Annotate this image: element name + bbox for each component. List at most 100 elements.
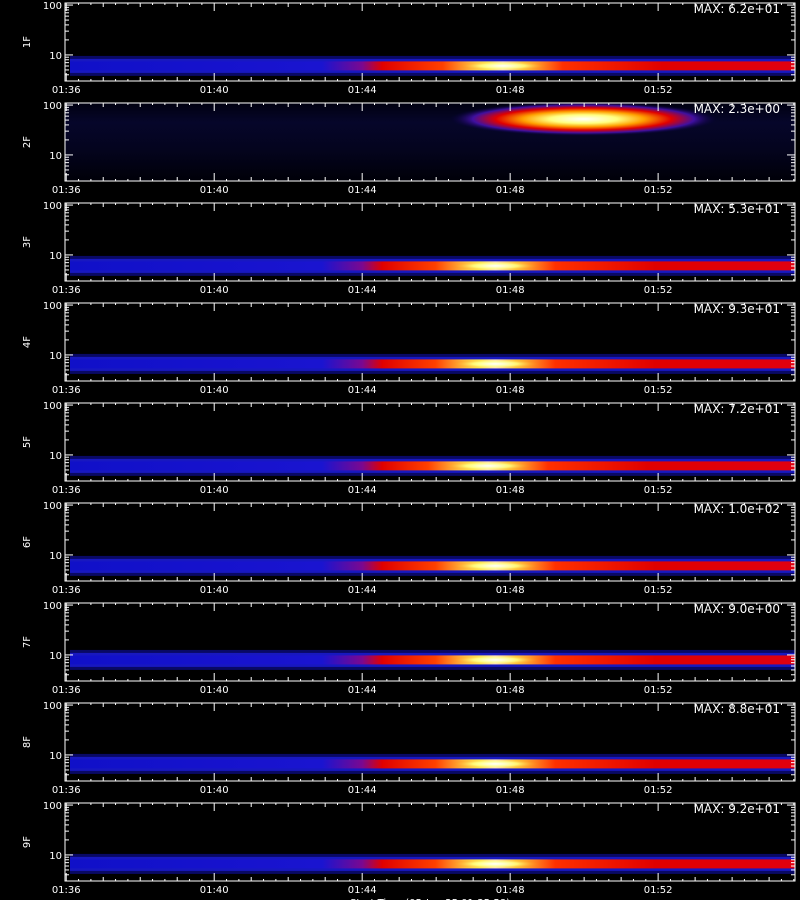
x-tick-label: 01:36 [52, 585, 81, 596]
x-tick-label: 01:36 [52, 685, 81, 696]
peak-core [450, 758, 541, 769]
x-tick-label: 01:44 [348, 585, 377, 596]
x-tick-label: 01:40 [200, 685, 229, 696]
max-label: MAX: 7.2e+01 [694, 402, 780, 416]
y-axis-title: 6F [22, 536, 33, 548]
max-label: MAX: 5.3e+01 [694, 202, 780, 216]
x-tick-label: 01:52 [644, 685, 673, 696]
max-label: MAX: 8.8e+01 [694, 702, 780, 716]
y-axis-title: 2F [22, 136, 33, 148]
plot-area [65, 103, 795, 181]
x-tick-label: 01:40 [200, 185, 229, 196]
plot-area [70, 753, 795, 774]
y-axis-title: 3F [22, 236, 33, 248]
x-tick-label: 01:36 [52, 485, 81, 496]
x-tick-label: 01:44 [348, 785, 377, 796]
y-tick-label: 10 [49, 551, 62, 562]
peak-core [450, 560, 541, 571]
x-tick-label: 01:48 [496, 285, 525, 296]
burst-blob [448, 103, 719, 137]
max-label: MAX: 9.2e+01 [694, 802, 780, 816]
plot-frame [64, 702, 796, 782]
y-tick-label: 100 [43, 401, 62, 412]
x-tick-label: 01:40 [200, 485, 229, 496]
emission-band [70, 359, 795, 369]
x-tick-label: 01:40 [200, 385, 229, 396]
emission-band [70, 859, 795, 869]
x-tick-label: 01:44 [348, 485, 377, 496]
x-tick-label: 01:44 [348, 885, 377, 896]
plot-area [70, 555, 795, 576]
plot-frame [64, 302, 796, 382]
x-tick-label: 01:52 [644, 485, 673, 496]
plot-frame [64, 802, 796, 882]
peak-core [450, 260, 541, 271]
x-tick-label: 01:48 [496, 685, 525, 696]
x-tick-label: 01:52 [644, 785, 673, 796]
peak-core [442, 460, 533, 471]
y-tick-label: 10 [49, 451, 62, 462]
panel-1f: 100 10 01:36 01:40 01:44 01:48 01:52 1F MAX: 6.2… [22, 1, 796, 96]
max-label: MAX: 9.0e+00 [694, 602, 780, 616]
panel-8f: 100 10 01:36 01:40 01:44 01:48 01:52 8F MAX: 8.8… [22, 701, 796, 796]
panel-5f: 100 10 01:36 01:40 01:44 01:48 01:52 5F MAX: 7.2… [22, 401, 796, 496]
y-tick-label: 100 [43, 601, 62, 612]
peak-core [450, 358, 541, 369]
y-tick-label: 100 [43, 801, 62, 812]
panel-3f: 100 10 01:36 01:40 01:44 01:48 01:52 3F MAX: 5.3… [22, 201, 796, 296]
x-tick-label: 01:40 [200, 85, 229, 96]
peak-core [457, 60, 548, 71]
x-axis-footer: Start Time (05-Jun-25 01:35:58) [350, 898, 510, 900]
panel-9f: 100 10 01:36 01:40 01:44 01:48 01:52 9F MAX: 9.2… [22, 801, 796, 896]
x-tick-label: 01:48 [496, 485, 525, 496]
x-tick-label: 01:40 [200, 785, 229, 796]
x-tick-label: 01:36 [52, 385, 81, 396]
max-label: MAX: 9.3e+01 [694, 302, 780, 316]
y-tick-label: 10 [49, 651, 62, 662]
plot-area [70, 353, 795, 374]
emission-band [70, 461, 795, 471]
x-tick-label: 01:52 [644, 885, 673, 896]
x-tick-label: 01:48 [496, 885, 525, 896]
x-tick-label: 01:40 [200, 585, 229, 596]
y-tick-label: 100 [43, 301, 62, 312]
panel-4f: 100 10 01:36 01:40 01:44 01:48 01:52 4F MAX: 9.3… [22, 301, 796, 396]
y-tick-label: 10 [49, 251, 62, 262]
x-tick-label: 01:36 [52, 185, 81, 196]
y-axis-title: 8F [22, 736, 33, 748]
plot-frame [64, 202, 796, 282]
panel-2f: 100 10 01:36 01:40 01:44 01:48 01:52 2F MAX: 2.3… [22, 101, 796, 196]
x-tick-label: 01:52 [644, 85, 673, 96]
y-axis-title: 4F [22, 336, 33, 348]
y-axis-title: 9F [22, 836, 33, 848]
max-label: MAX: 2.3e+00 [694, 102, 780, 116]
plot-area [70, 455, 795, 476]
x-tick-label: 01:48 [496, 585, 525, 596]
x-tick-label: 01:44 [348, 85, 377, 96]
y-tick-label: 10 [49, 851, 62, 862]
x-tick-label: 01:52 [644, 585, 673, 596]
emission-band [70, 655, 795, 665]
plot-area [70, 55, 795, 76]
x-tick-label: 01:48 [496, 385, 525, 396]
x-tick-label: 01:44 [348, 185, 377, 196]
plot-area [70, 853, 795, 874]
x-tick-label: 01:48 [496, 185, 525, 196]
y-tick-label: 100 [43, 1, 62, 12]
x-tick-label: 01:40 [200, 285, 229, 296]
x-tick-label: 01:52 [644, 185, 673, 196]
max-label: MAX: 6.2e+01 [694, 2, 780, 16]
panel-7f: 100 10 01:36 01:40 01:44 01:48 01:52 7F MAX: 9.0… [22, 601, 796, 696]
y-tick-label: 100 [43, 501, 62, 512]
emission-band [70, 759, 795, 769]
x-tick-label: 01:36 [52, 785, 81, 796]
emission-band [70, 561, 795, 571]
y-axis-title: 1F [22, 36, 33, 48]
x-tick-label: 01:44 [348, 385, 377, 396]
y-tick-label: 100 [43, 201, 62, 212]
plot-frame [64, 2, 796, 82]
y-tick-label: 10 [49, 151, 62, 162]
x-tick-label: 01:52 [644, 285, 673, 296]
peak-core [450, 654, 541, 665]
